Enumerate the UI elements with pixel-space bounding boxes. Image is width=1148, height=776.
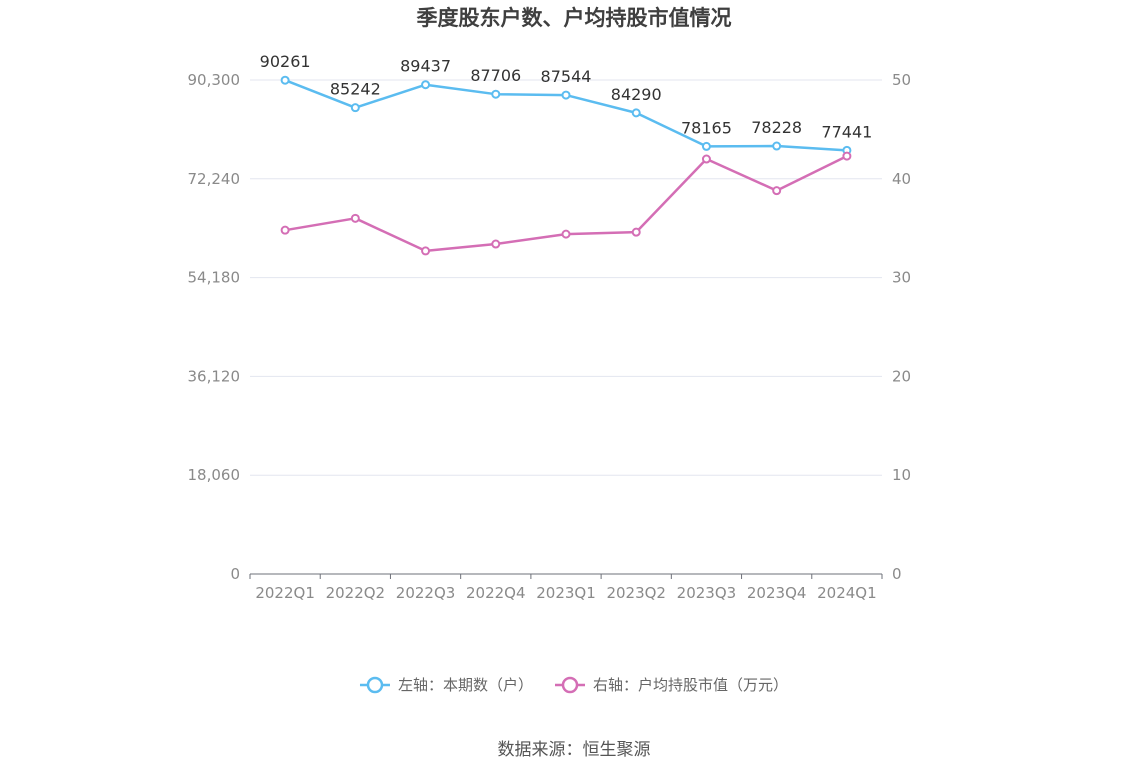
data-label: 77441 xyxy=(821,122,872,141)
legend-marker-icon xyxy=(561,676,579,694)
axis-layer: 0 18,060 36,120 54,180 72,240 90,300 0 10 20 30 40… xyxy=(188,71,912,602)
x-axis-tick-label: 2022Q1 xyxy=(255,584,315,602)
x-axis-tick-label: 2023Q1 xyxy=(536,584,596,602)
left-axis-tick-label: 0 xyxy=(230,565,240,583)
right-axis-tick-label: 20 xyxy=(892,367,911,385)
data-point xyxy=(491,239,501,249)
data-point xyxy=(491,89,501,99)
x-axis-tick-label: 2023Q3 xyxy=(677,584,737,602)
data-point xyxy=(421,246,431,256)
x-axis-tick-label: 2022Q3 xyxy=(396,584,456,602)
left-axis-tick-label: 90,300 xyxy=(188,71,241,89)
data-label: 87544 xyxy=(541,67,592,86)
data-point xyxy=(561,229,571,239)
data-label: 78165 xyxy=(681,118,732,137)
data-point xyxy=(701,154,711,164)
left-axis-tick-label: 36,120 xyxy=(188,367,241,385)
series-layer xyxy=(280,75,852,256)
x-axis-tick-label: 2022Q2 xyxy=(326,584,386,602)
x-axis-tick-label: 2022Q4 xyxy=(466,584,526,602)
data-point xyxy=(631,108,641,118)
left-axis-tick-label: 54,180 xyxy=(188,269,241,287)
x-axis-tick-label: 2024Q1 xyxy=(817,584,877,602)
data-label: 85242 xyxy=(330,80,381,99)
legend-label: 右轴：户均持股市值（万元） xyxy=(593,676,788,694)
data-point xyxy=(421,80,431,90)
left-axis-tick-label: 18,060 xyxy=(188,466,241,484)
data-point xyxy=(280,75,290,85)
data-point xyxy=(701,141,711,151)
data-point xyxy=(350,213,360,223)
right-axis-tick-label: 10 xyxy=(892,466,911,484)
data-point xyxy=(772,186,782,196)
legend-marker-icon xyxy=(366,676,384,694)
x-axis-tick-label: 2023Q4 xyxy=(747,584,807,602)
data-label: 89437 xyxy=(400,57,451,76)
x-axis-tick-label: 2023Q2 xyxy=(606,584,666,602)
right-axis-tick-label: 30 xyxy=(892,269,911,287)
right-axis-tick-label: 50 xyxy=(892,71,911,89)
source-note: 数据来源：恒生聚源 xyxy=(498,740,651,760)
data-label: 90261 xyxy=(260,52,311,71)
right-axis-tick-label: 0 xyxy=(892,565,902,583)
data-point xyxy=(561,90,571,100)
data-label: 84290 xyxy=(611,85,662,104)
legend: 左轴：本期数（户） 右轴：户均持股市值（万元） xyxy=(359,676,788,694)
data-label-layer: 90261 85242 89437 87706 87544 84290 78165 78228… xyxy=(260,52,873,141)
data-label: 87706 xyxy=(470,66,521,85)
data-point xyxy=(350,103,360,113)
right-axis-tick-label: 40 xyxy=(892,170,911,188)
left-axis-tick-label: 72,240 xyxy=(188,170,241,188)
data-point xyxy=(280,225,290,235)
legend-label: 左轴：本期数（户） xyxy=(398,676,533,694)
data-point xyxy=(631,227,641,237)
data-point xyxy=(772,141,782,151)
grid-layer xyxy=(250,79,882,476)
legend-item[interactable]: 左轴：本期数（户） xyxy=(359,676,533,694)
data-label: 78228 xyxy=(751,118,802,137)
data-point xyxy=(842,151,852,161)
chart-title: 季度股东户数、户均持股市值情况 xyxy=(417,6,732,30)
legend-item[interactable]: 右轴：户均持股市值（万元） xyxy=(555,676,788,694)
